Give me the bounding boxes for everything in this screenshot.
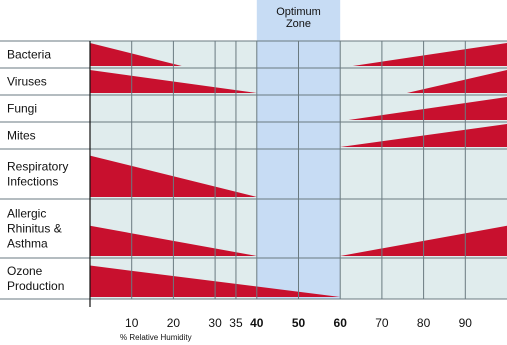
x-tick-label: 40 (250, 316, 264, 330)
row-label-7: Ozone (7, 264, 43, 278)
row-label-6: Asthma (7, 237, 48, 251)
row-label-1: Bacteria (7, 48, 51, 62)
row-label-layer: Bacteria Viruses Fungi Mites RespiratoryInfe… (0, 40, 91, 307)
x-axis-title: % Relative Humidity (120, 333, 192, 342)
x-tick-label: 35 (229, 316, 243, 330)
x-tick-label: 50 (292, 316, 306, 330)
optimum-zone-label: Zone (286, 18, 311, 30)
optimum-zone-label: Optimum (276, 6, 321, 18)
x-tick-label: 30 (208, 316, 222, 330)
x-tick-label: 90 (459, 316, 473, 330)
band-right-2 (406, 70, 507, 93)
band-right-1 (352, 43, 507, 66)
band-left-1 (90, 43, 182, 66)
x-tick-label: 60 (334, 316, 348, 330)
row-label-5: Respiratory (7, 160, 68, 174)
x-tick-label: 20 (167, 316, 181, 330)
row-label-3: Fungi (7, 102, 37, 116)
label-column (0, 41, 90, 299)
row-label-6: Allergic (7, 207, 46, 221)
x-tick-label: 80 (417, 316, 431, 330)
row-label-7: Production (7, 279, 64, 293)
x-tick-label: 10 (125, 316, 139, 330)
row-label-5: Infections (7, 175, 58, 189)
row-label-6: Rhinitus & (7, 222, 62, 236)
row-label-2: Viruses (7, 75, 47, 89)
x-tick-label: 70 (375, 316, 389, 330)
axis-layer: 10 20 30 35 40 50 60 70 80 90 (125, 316, 472, 330)
band-right-3 (348, 97, 507, 120)
row-label-4: Mites (7, 129, 36, 143)
